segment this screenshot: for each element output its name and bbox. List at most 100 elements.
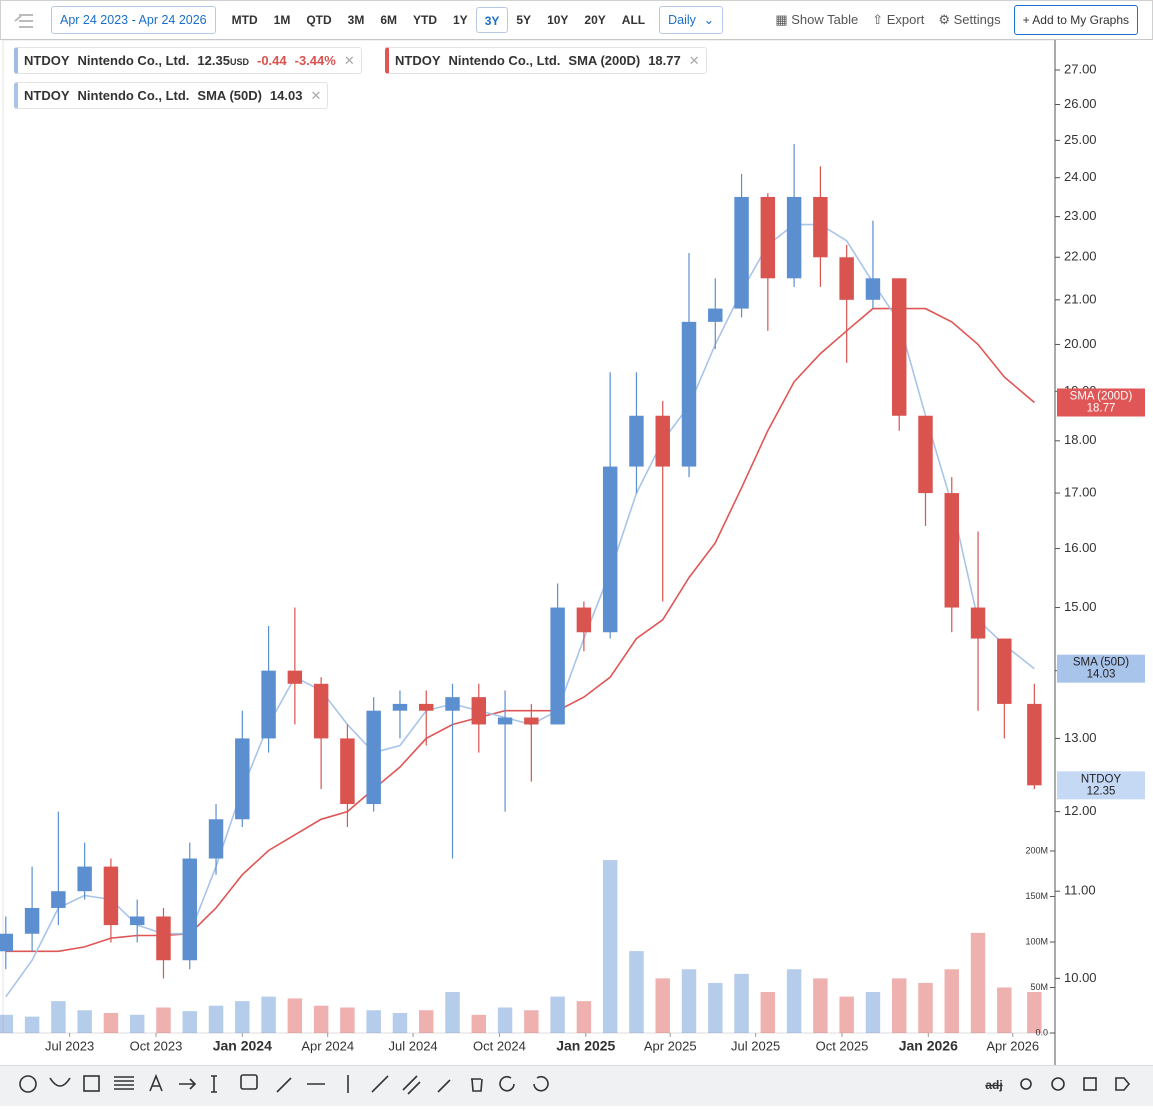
tool-line[interactable] xyxy=(276,1077,292,1093)
range-button[interactable]: 10Y xyxy=(547,13,569,27)
y-tick-label: 12.00 xyxy=(1064,803,1097,818)
candle-body xyxy=(760,196,776,279)
y-tick-label: 22.00 xyxy=(1064,249,1097,264)
volume-bar xyxy=(550,996,565,1033)
legend-ticker: NTDOY xyxy=(24,88,70,103)
range-button[interactable]: 1Y xyxy=(453,13,468,27)
legend-close-button[interactable]: ✕ xyxy=(310,87,322,103)
tool-note[interactable] xyxy=(240,1074,258,1090)
date-range[interactable]: Apr 24 2023 - Apr 24 2026 xyxy=(51,6,216,34)
candle-body xyxy=(655,415,670,467)
adj-toggle[interactable]: adj xyxy=(985,1078,1002,1092)
volume-bar xyxy=(261,996,276,1033)
tool-ray[interactable] xyxy=(371,1075,389,1093)
volume-bar xyxy=(77,1010,92,1033)
tool-redo[interactable] xyxy=(533,1075,549,1092)
candle-body xyxy=(287,670,303,684)
range-button[interactable]: 5Y xyxy=(516,13,532,27)
x-tick-label: Jul 2023 xyxy=(45,1038,94,1053)
candle-body xyxy=(103,866,119,926)
volume-bar xyxy=(629,951,644,1033)
range-button[interactable]: 20Y xyxy=(584,13,606,27)
tool-tag[interactable] xyxy=(1115,1077,1131,1091)
range-button[interactable]: MTD xyxy=(231,13,258,27)
show-table[interactable]: ▦ Show Table xyxy=(775,12,859,27)
volume-bar xyxy=(0,1014,14,1033)
x-tick-label: Apr 2026 xyxy=(986,1038,1039,1053)
tool-measure[interactable] xyxy=(211,1075,217,1093)
add-button[interactable]: + Add to My Graphs xyxy=(1013,5,1138,35)
volume-bar xyxy=(891,978,907,1033)
legend-currency: USD xyxy=(229,57,249,67)
x-tick-label: Oct 2024 xyxy=(473,1038,526,1053)
tool-circle[interactable] xyxy=(19,1075,37,1093)
candle-body xyxy=(156,916,171,961)
range-button[interactable]: 1M xyxy=(273,13,291,27)
tool-pencil[interactable] xyxy=(437,1079,451,1093)
range-button[interactable]: ALL xyxy=(621,13,646,27)
range-button[interactable]: YTD xyxy=(413,13,437,27)
range-button[interactable]: 3Y xyxy=(475,7,509,33)
tool-fib[interactable] xyxy=(114,1076,134,1090)
tool-frame[interactable] xyxy=(1083,1077,1097,1091)
drawing-tools: adj xyxy=(19,1073,1131,1095)
range-button[interactable]: QTD xyxy=(306,13,332,27)
sma-line xyxy=(5,223,1035,998)
tool-rect[interactable] xyxy=(83,1075,100,1092)
range-button[interactable]: 6M xyxy=(380,13,397,27)
volume-bar xyxy=(392,1012,408,1033)
toolbar: Apr 24 2023 - Apr 24 2026 MTD 1M QTD 3M 6M YT… xyxy=(0,0,1153,40)
legend-indicator: SMA (200D) xyxy=(568,53,641,68)
volume-bar xyxy=(156,1007,171,1033)
range-button[interactable]: 3M xyxy=(347,13,365,27)
legend-indicator: SMA (50D) xyxy=(197,88,262,103)
volume-bar xyxy=(445,992,460,1033)
legend-company: Nintendo Co., Ltd. xyxy=(77,53,190,68)
volume-bar xyxy=(865,992,881,1033)
candle-body xyxy=(734,196,749,309)
tool-undo[interactable] xyxy=(499,1075,515,1092)
menu-icon[interactable] xyxy=(1,5,41,35)
legend-ticker: NTDOY xyxy=(395,53,441,68)
candle-body xyxy=(524,717,539,725)
price-badge-name: NTDOY xyxy=(1081,773,1122,785)
tool-arc[interactable] xyxy=(49,1077,71,1087)
y2-tick-label: 150M xyxy=(1025,891,1048,901)
tool-text[interactable] xyxy=(149,1073,163,1092)
interval-select[interactable]: Daily ⌄ xyxy=(659,6,724,34)
x-tick-label: Apr 2025 xyxy=(644,1038,697,1053)
candle-body xyxy=(944,493,959,608)
range-buttons: MTD 1M QTD 3M 6M YTD 1Y 3Y 5Y 10Y 20Y ALL xyxy=(224,7,653,33)
volume-bar xyxy=(734,973,749,1033)
volume-bar xyxy=(366,1010,381,1033)
volume-bar xyxy=(1027,992,1042,1033)
y-tick-label: 15.00 xyxy=(1064,599,1097,614)
y-tick-label: 17.00 xyxy=(1064,485,1097,500)
show-table-label: Show Table xyxy=(791,12,859,27)
y2-tick-label: 50M xyxy=(1030,982,1048,992)
tool-crosshair[interactable] xyxy=(1020,1078,1032,1090)
sma50-badge xyxy=(1057,654,1145,683)
volume-bar xyxy=(576,1001,592,1033)
tool-arrow[interactable] xyxy=(179,1078,197,1090)
candle-body xyxy=(839,257,854,300)
tool-zoom[interactable] xyxy=(1051,1077,1065,1091)
chart: 0.0 50M 100M 150M 200M 10.00 11.00 12.00 13.00 14… xyxy=(0,39,1145,1065)
candle-body xyxy=(445,697,460,711)
add-label: Add to My Graphs xyxy=(1032,13,1129,27)
volume-bar xyxy=(602,860,618,1033)
x-tick-label: Apr 2024 xyxy=(301,1038,354,1053)
export[interactable]: ⇧ Export xyxy=(872,12,925,27)
volume-bar xyxy=(24,1016,40,1033)
settings[interactable]: ⚙ Settings xyxy=(938,12,1001,27)
price-badge-value: 12.35 xyxy=(1087,785,1116,797)
legend-close-button[interactable]: ✕ xyxy=(688,52,700,68)
tool-delete[interactable] xyxy=(471,1078,483,1092)
legend-close-button[interactable]: ✕ xyxy=(343,52,355,68)
tool-channel[interactable] xyxy=(402,1075,421,1095)
volume-bar xyxy=(813,978,828,1033)
x-tick-label: Jan 2025 xyxy=(556,1038,615,1054)
y-tick-label: 25.00 xyxy=(1064,132,1097,147)
legend-change-pct: -3.44% xyxy=(294,53,336,68)
